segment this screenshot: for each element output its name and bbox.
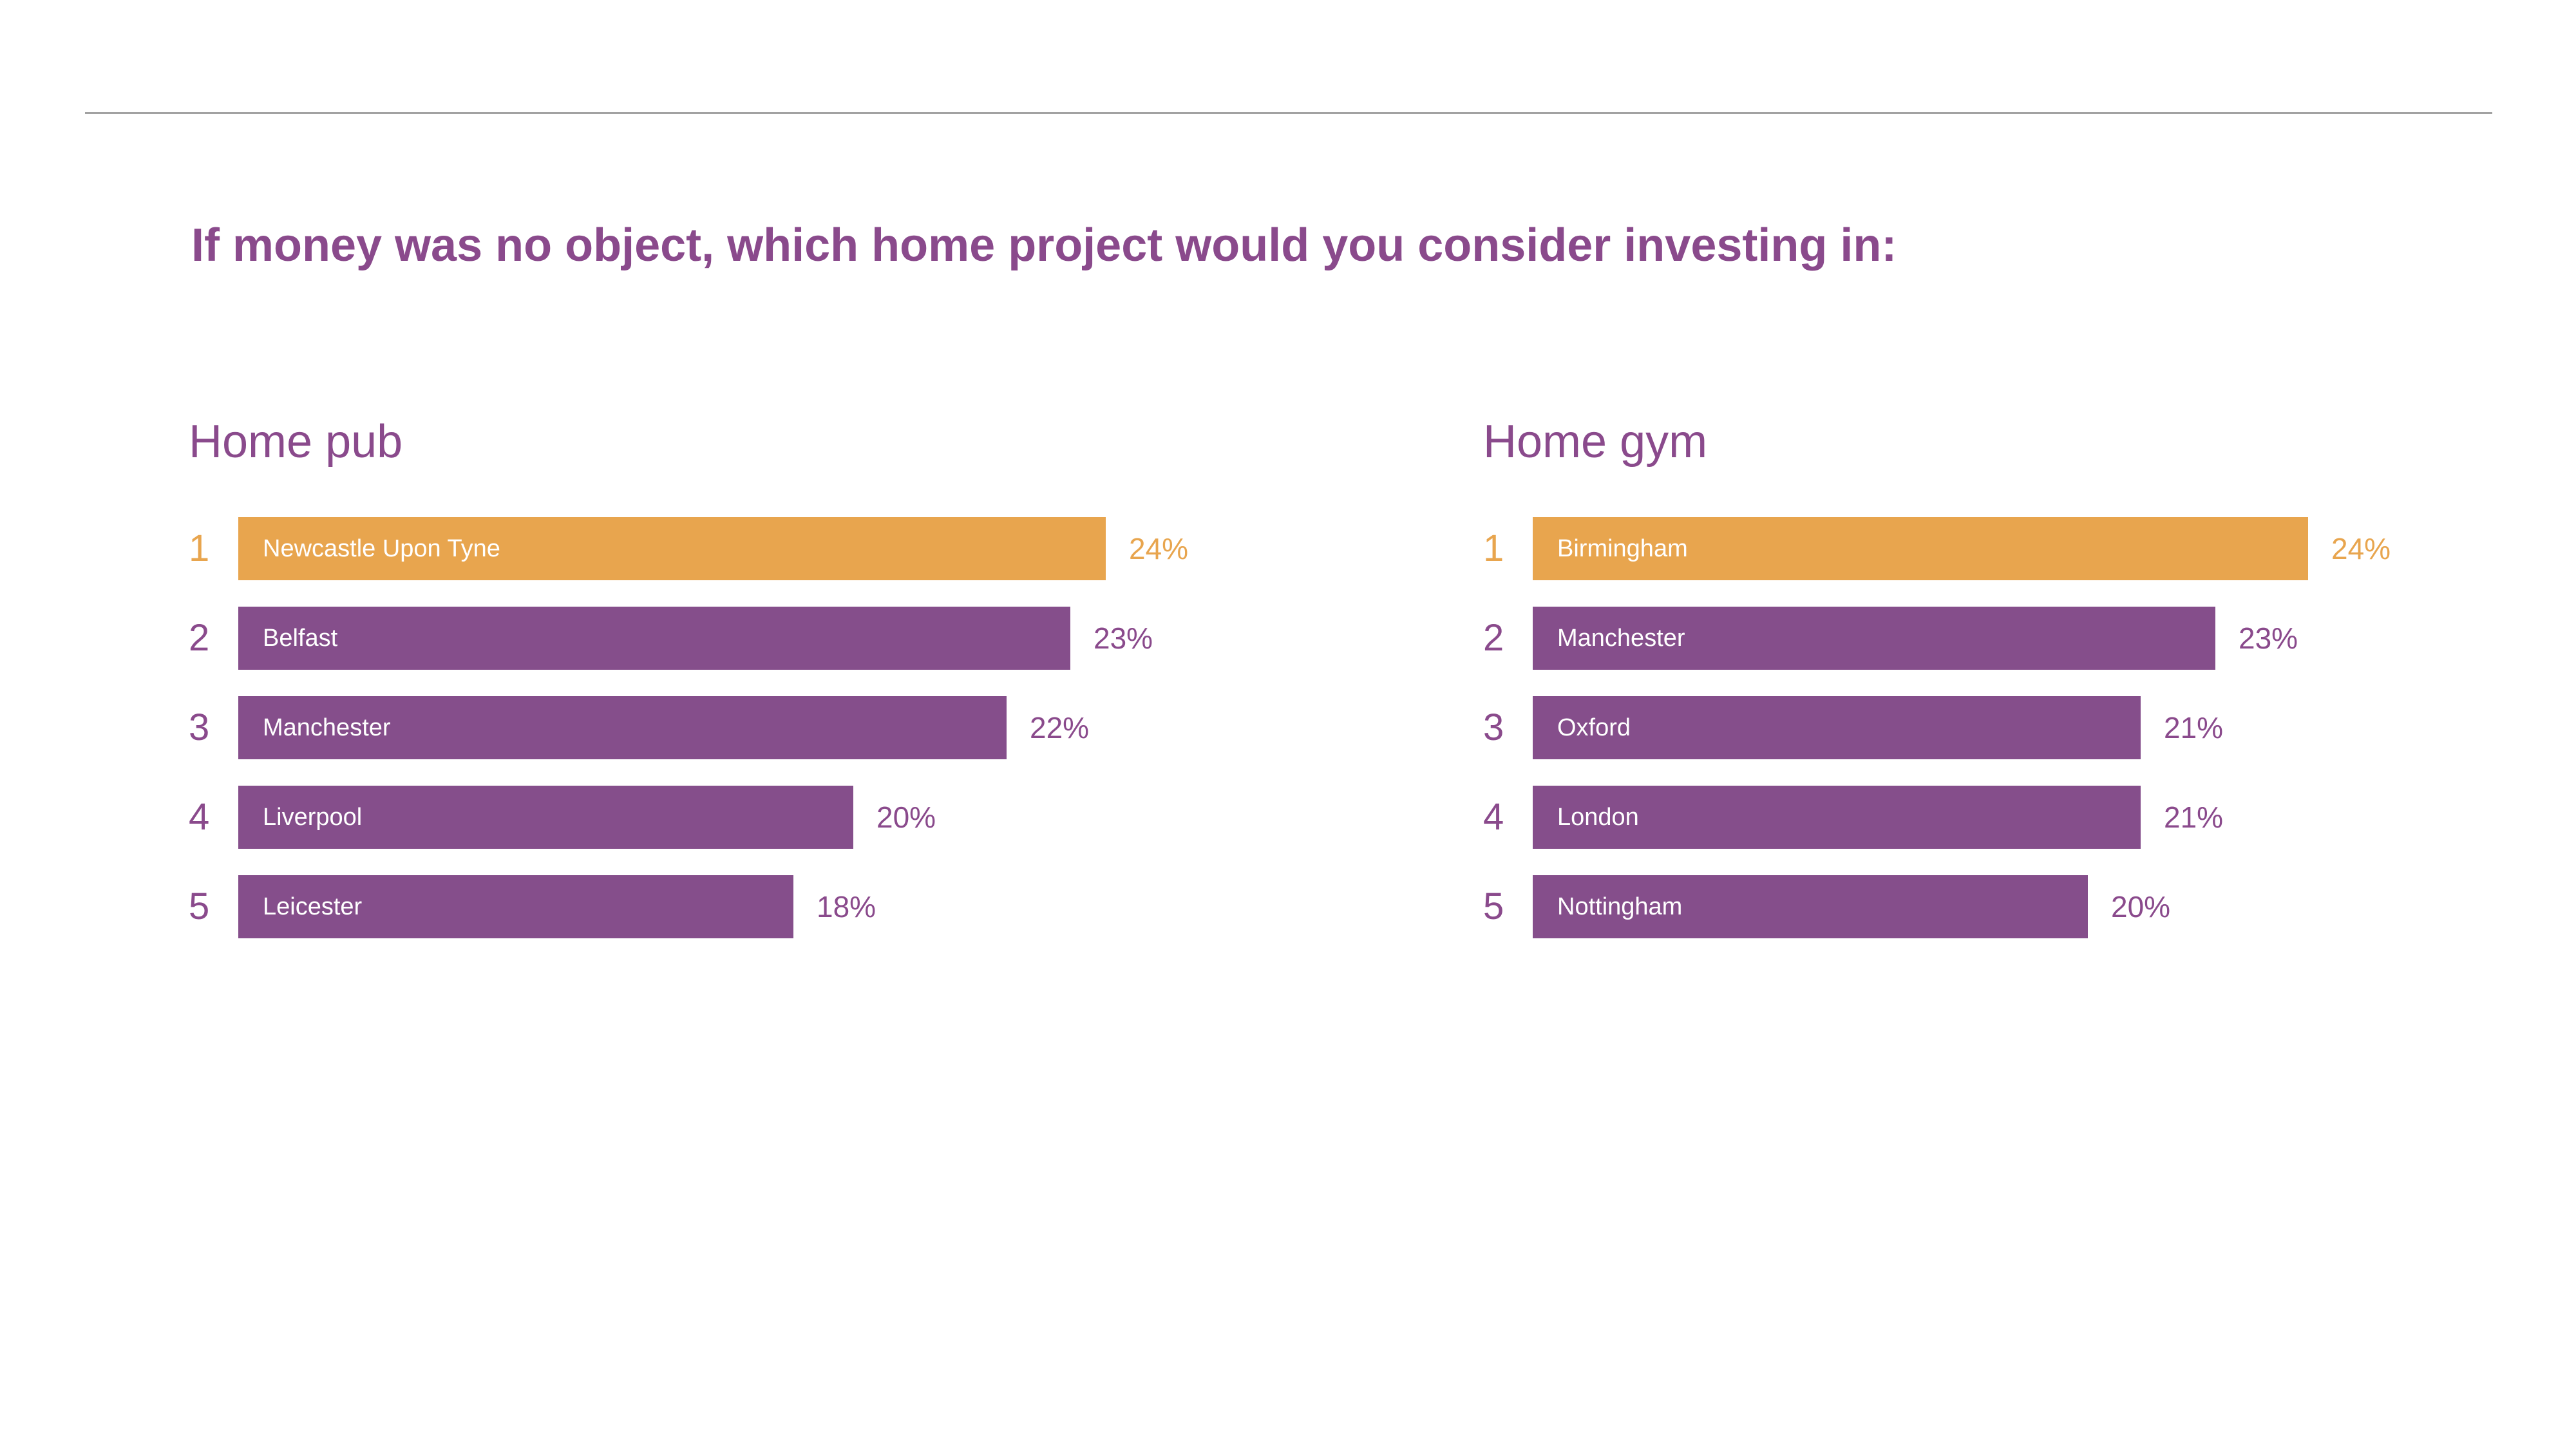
bar-value-label: 24% [2331, 532, 2391, 565]
bar-city-label: Manchester [263, 714, 391, 741]
rank-label: 4 [189, 796, 210, 838]
bar-city-label: Birmingham [1557, 535, 1688, 562]
bar-row: 1 Newcastle Upon Tyne 24% [189, 517, 1354, 580]
bar-value-label: 20% [2111, 890, 2171, 923]
rank-label: 1 [1483, 527, 1504, 569]
bar-row: 2 Belfast 23% [189, 607, 1354, 670]
bar-row: 3 Oxford 21% [1483, 696, 2576, 759]
chart-title-home-gym: Home gym [1483, 416, 1708, 468]
bar-city-label: Nottingham [1557, 893, 1683, 920]
bar-city-label: London [1557, 803, 1639, 831]
bar: Liverpool [238, 786, 853, 849]
bar-row: 2 Manchester 23% [1483, 607, 2576, 670]
bar: Leicester [238, 875, 793, 938]
bar-row: 4 Liverpool 20% [189, 786, 1354, 849]
bar-city-label: Manchester [1557, 624, 1685, 652]
home-pub-chart: Home pub 1 Newcastle Upon Tyne 24% 2 Bel… [189, 419, 1354, 965]
bar-value-label: 22% [1030, 711, 1090, 744]
bar-value-label: 24% [1129, 532, 1189, 565]
bar: Nottingham [1533, 875, 2088, 938]
bar-city-label: Newcastle Upon Tyne [263, 535, 500, 562]
bar-value-label: 23% [1094, 621, 1153, 655]
bar: Oxford [1533, 696, 2141, 759]
bar: Birmingham [1533, 517, 2308, 580]
rank-label: 2 [1483, 617, 1504, 659]
bar-value-label: 21% [2164, 711, 2224, 744]
rank-label: 1 [189, 527, 210, 569]
rank-label: 5 [189, 886, 210, 927]
bar-value-label: 21% [2164, 800, 2224, 834]
bar-value-label: 20% [876, 800, 936, 834]
bar-row: 3 Manchester 22% [189, 696, 1354, 759]
bar-row: 5 Leicester 18% [189, 875, 1354, 938]
bar-city-label: Belfast [263, 624, 338, 652]
bar: Belfast [238, 607, 1070, 670]
home-gym-chart: Home gym 1 Birmingham 24% 2 Manchester 2… [1483, 419, 2576, 965]
bar-city-label: Oxford [1557, 714, 1631, 741]
bar-row: 5 Nottingham 20% [1483, 875, 2576, 938]
bar-row: 1 Birmingham 24% [1483, 517, 2576, 580]
bar: Manchester [238, 696, 1007, 759]
bar: Newcastle Upon Tyne [238, 517, 1106, 580]
chart-title-home-pub: Home pub [189, 416, 403, 468]
top-divider [85, 112, 2492, 114]
bar: London [1533, 786, 2141, 849]
rank-label: 3 [189, 706, 210, 748]
bar: Manchester [1533, 607, 2215, 670]
bar-value-label: 23% [2239, 621, 2298, 655]
rank-label: 4 [1483, 796, 1504, 838]
bar-value-label: 18% [817, 890, 876, 923]
bar-rows: 1 Birmingham 24% 2 Manchester 23% 3 Oxfo… [1483, 517, 2576, 938]
rank-label: 3 [1483, 706, 1504, 748]
bar-row: 4 London 21% [1483, 786, 2576, 849]
bar-city-label: Leicester [263, 893, 363, 920]
bar-city-label: Liverpool [263, 803, 363, 831]
rank-label: 2 [189, 617, 210, 659]
rank-label: 5 [1483, 886, 1504, 927]
page-title: If money was no object, which home proje… [191, 220, 1897, 271]
bar-rows: 1 Newcastle Upon Tyne 24% 2 Belfast 23% … [189, 517, 1354, 938]
